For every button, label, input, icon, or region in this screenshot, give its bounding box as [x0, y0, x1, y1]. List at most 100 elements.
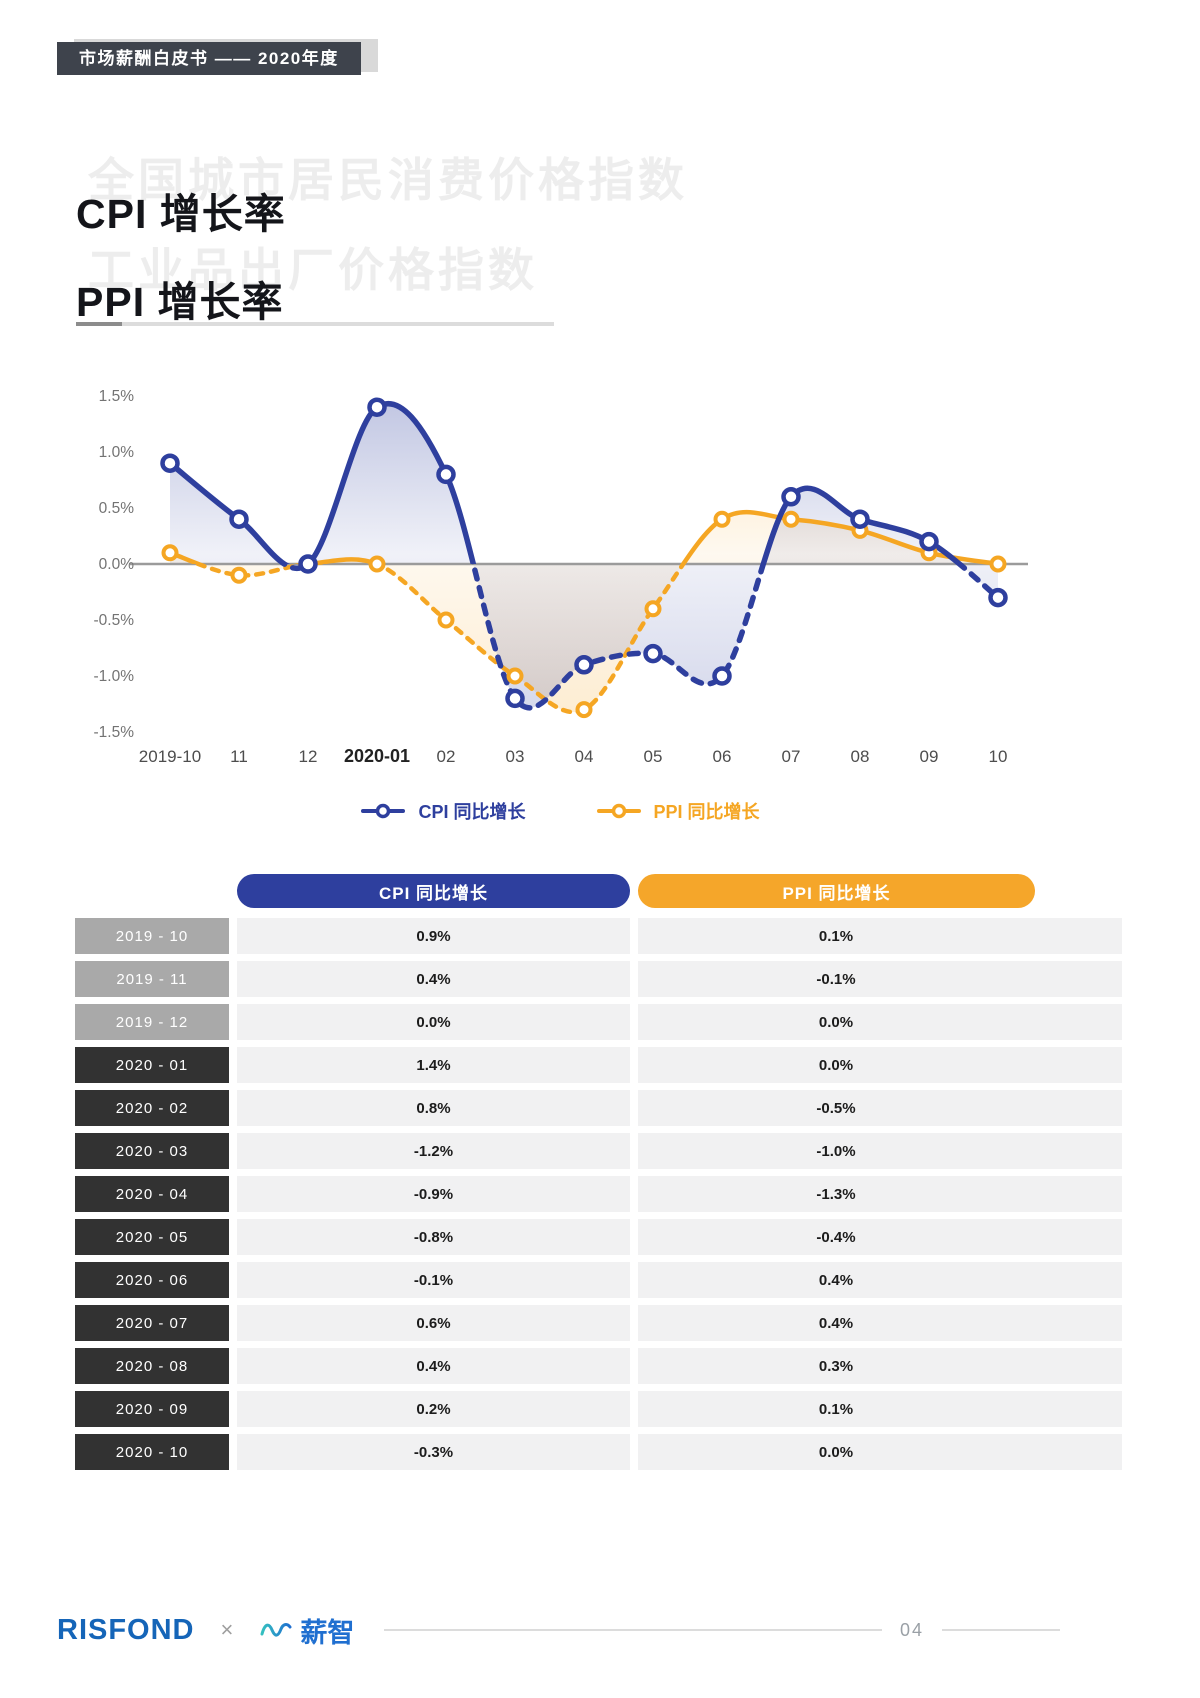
cpi-value-cell: -0.3% [237, 1434, 630, 1470]
svg-text:06: 06 [713, 747, 732, 766]
ppi-value-cell: 0.4% [638, 1262, 1122, 1298]
table-row: 2020 - 06 -0.1% 0.4% [75, 1262, 1125, 1298]
svg-text:07: 07 [782, 747, 801, 766]
table-row: 2020 - 09 0.2% 0.1% [75, 1391, 1125, 1427]
cpi-ppi-line-chart: 1.5% 1.0% 0.5% 0.0% -0.5% -1.0% -1.5%2019-10 11… [94, 388, 1028, 766]
ppi-value-cell: -1.3% [638, 1176, 1122, 1212]
risfond-logo: RISFOND [57, 1613, 195, 1646]
page-number: 04 [899, 1619, 924, 1640]
ppi-value-cell: 0.4% [638, 1305, 1122, 1341]
svg-text:2019-10: 2019-10 [139, 747, 201, 766]
watermark-line1: 全国城市居民消费价格指数 [88, 154, 688, 206]
cpi-value-cell: 0.2% [237, 1391, 630, 1427]
row-period-label: 2019 - 10 [75, 918, 229, 954]
svg-text:-0.5%: -0.5% [94, 612, 135, 629]
svg-text:-1.0%: -1.0% [94, 668, 135, 685]
page-header-badge: 市场薪酬白皮书 —— 2020年度 [57, 42, 361, 75]
table-row: 2020 - 01 1.4% 0.0% [75, 1047, 1125, 1083]
cpi-value-cell: 0.4% [237, 1348, 630, 1384]
ppi-value-cell: -0.5% [638, 1090, 1122, 1126]
row-period-label: 2020 - 04 [75, 1176, 229, 1212]
ppi-value-cell: 0.1% [638, 1391, 1122, 1427]
ppi-value-cell: 0.3% [638, 1348, 1122, 1384]
footer-divider-right [942, 1629, 1060, 1631]
svg-text:0.0%: 0.0% [99, 556, 135, 573]
ppi-value-cell: 0.0% [638, 1434, 1122, 1470]
chart-legend: CPI 同比增长 PPI 同比增长 [0, 798, 1120, 824]
legend-label-ppi: PPI 同比增长 [653, 802, 760, 822]
cpi-value-cell: 0.9% [237, 918, 630, 954]
cpi-value-cell: -1.2% [237, 1133, 630, 1169]
table-row: 2020 - 08 0.4% 0.3% [75, 1348, 1125, 1384]
chart-area: 1.5% 1.0% 0.5% 0.0% -0.5% -1.0% -1.5% 2019-10 11… [70, 372, 1070, 777]
table-row: 2020 - 05 -0.8% -0.4% [75, 1219, 1125, 1255]
ppi-value-cell: -0.1% [638, 961, 1122, 997]
rate-table-rows: 2019 - 10 0.9% 0.1% 2019 - 11 0.4% -0.1% 2019 … [75, 918, 1125, 1477]
row-period-label: 2020 - 05 [75, 1219, 229, 1255]
svg-text:10: 10 [989, 747, 1008, 766]
table-row: 2019 - 12 0.0% 0.0% [75, 1004, 1125, 1040]
footer-divider-left [384, 1629, 882, 1631]
row-period-label: 2019 - 12 [75, 1004, 229, 1040]
brand-separator-icon: × [220, 1617, 234, 1642]
table-row: 2020 - 04 -0.9% -1.3% [75, 1176, 1125, 1212]
ppi-value-cell: 0.0% [638, 1047, 1122, 1083]
svg-text:2020-01: 2020-01 [344, 746, 410, 766]
svg-text:11: 11 [230, 747, 248, 766]
svg-text:0.5%: 0.5% [99, 500, 135, 517]
ppi-line-marker-icon [596, 803, 641, 819]
page-title-cpi: CPI 增长率 [76, 191, 286, 237]
cpi-value-cell: -0.1% [237, 1262, 630, 1298]
row-period-label: 2020 - 10 [75, 1434, 229, 1470]
table-row: 2020 - 02 0.8% -0.5% [75, 1090, 1125, 1126]
row-period-label: 2019 - 11 [75, 961, 229, 997]
xinzhi-wave-icon [260, 1623, 292, 1637]
legend-item-ppi: PPI 同比增长 [596, 798, 760, 824]
table-header-ppi: PPI 同比增长 [638, 874, 1035, 908]
cpi-value-cell: 0.0% [237, 1004, 630, 1040]
svg-text:-1.5%: -1.5% [94, 724, 135, 741]
ppi-value-cell: 0.1% [638, 918, 1122, 954]
table-row: 2020 - 10 -0.3% 0.0% [75, 1434, 1125, 1470]
legend-label-cpi: CPI 同比增长 [418, 802, 526, 822]
row-period-label: 2020 - 03 [75, 1133, 229, 1169]
row-period-label: 2020 - 06 [75, 1262, 229, 1298]
ppi-value-cell: 0.0% [638, 1004, 1122, 1040]
legend-item-cpi: CPI 同比增长 [360, 798, 526, 824]
row-period-label: 2020 - 09 [75, 1391, 229, 1427]
row-period-label: 2020 - 02 [75, 1090, 229, 1126]
cpi-value-cell: -0.9% [237, 1176, 630, 1212]
row-period-label: 2020 - 01 [75, 1047, 229, 1083]
cpi-line-marker-icon [361, 803, 406, 819]
row-period-label: 2020 - 07 [75, 1305, 229, 1341]
rate-table: CPI 同比增长 PPI 同比增长 2019 - 10 0.9% 0.1% 2019 … [75, 874, 1125, 1474]
svg-text:03: 03 [506, 747, 525, 766]
cpi-value-cell: 0.6% [237, 1305, 630, 1341]
cpi-value-cell: 0.4% [237, 961, 630, 997]
ppi-value-cell: -0.4% [638, 1219, 1122, 1255]
svg-text:12: 12 [299, 747, 318, 766]
table-header-cpi: CPI 同比增长 [237, 874, 630, 908]
table-row: 2020 - 03 -1.2% -1.0% [75, 1133, 1125, 1169]
page-title-ppi: PPI 增长率 [76, 279, 284, 325]
cpi-value-cell: 0.8% [237, 1090, 630, 1126]
table-row: 2020 - 07 0.6% 0.4% [75, 1305, 1125, 1341]
title-divider [76, 322, 554, 326]
page-footer: RISFOND × 薪智 04 [57, 1606, 1060, 1654]
cpi-value-cell: 1.4% [237, 1047, 630, 1083]
svg-text:1.0%: 1.0% [99, 444, 135, 461]
cpi-value-cell: -0.8% [237, 1219, 630, 1255]
svg-text:04: 04 [575, 747, 594, 766]
table-row: 2019 - 11 0.4% -0.1% [75, 961, 1125, 997]
svg-text:1.5%: 1.5% [99, 388, 135, 405]
xinzhi-logo: 薪智 [259, 1611, 354, 1650]
svg-text:08: 08 [851, 747, 870, 766]
svg-text:09: 09 [920, 747, 939, 766]
xinzhi-logo-text: 薪智 [300, 1617, 355, 1648]
ppi-value-cell: -1.0% [638, 1133, 1122, 1169]
svg-text:02: 02 [437, 747, 456, 766]
watermark-line2: 工业品出厂价格指数 [88, 244, 538, 296]
svg-text:05: 05 [644, 747, 663, 766]
table-row: 2019 - 10 0.9% 0.1% [75, 918, 1125, 954]
